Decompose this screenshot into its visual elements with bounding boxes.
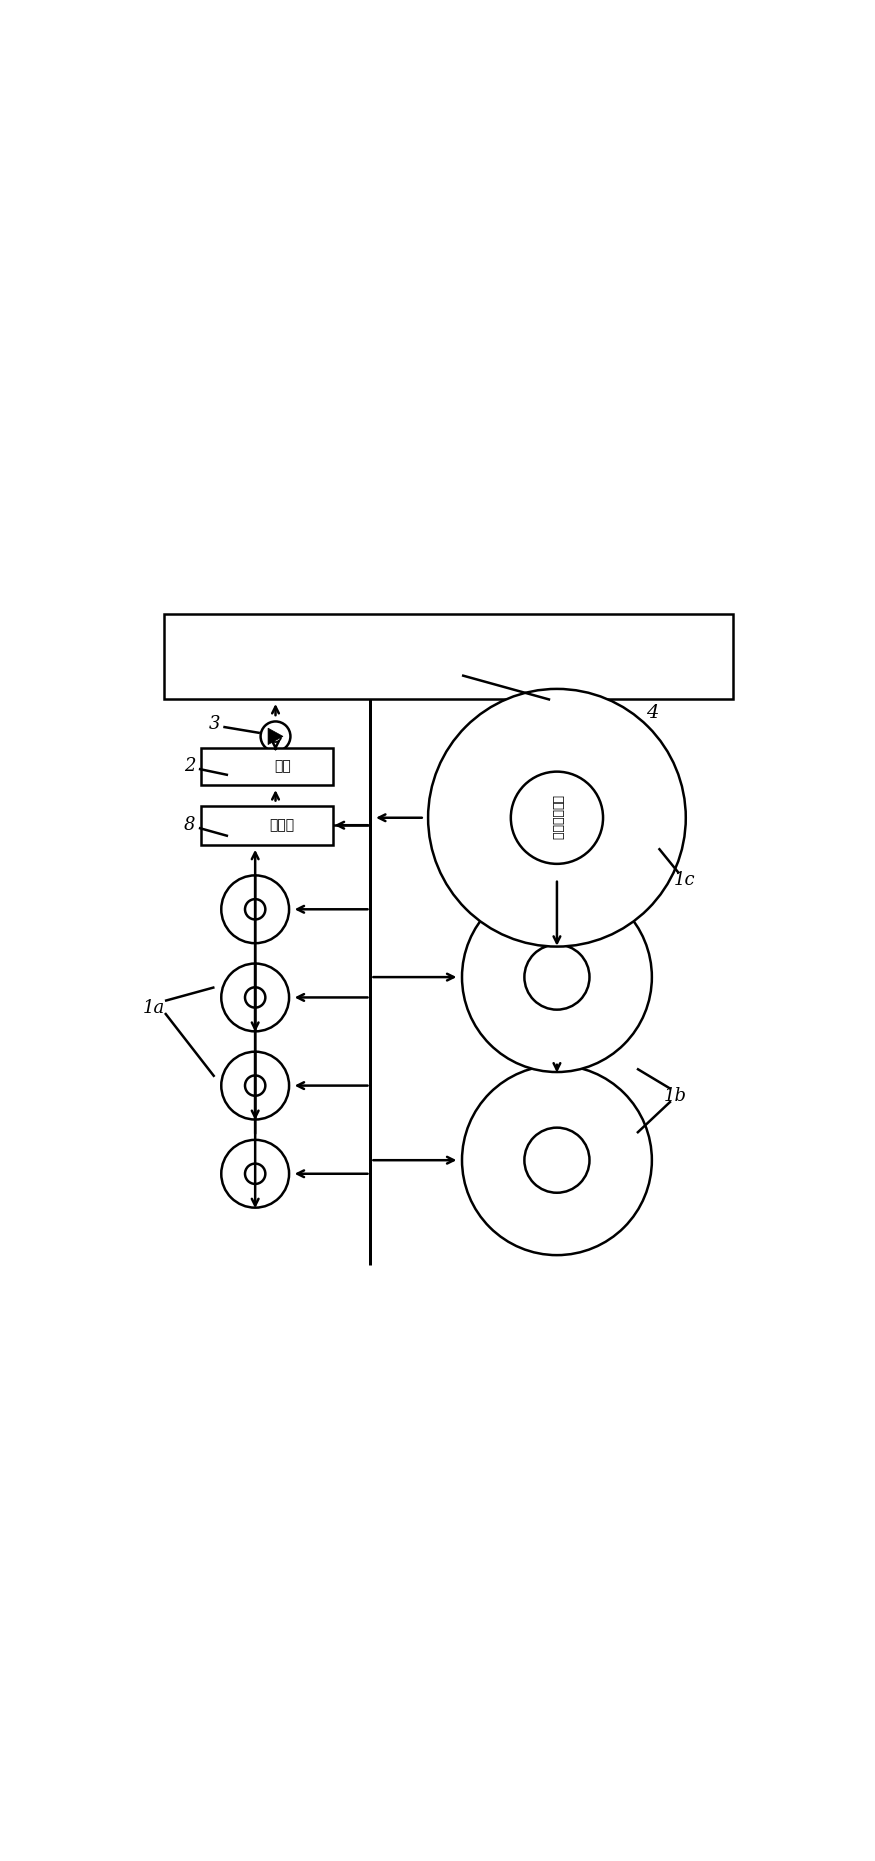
Circle shape (462, 882, 652, 1072)
Circle shape (462, 1064, 652, 1254)
Text: 4: 4 (646, 703, 658, 722)
Circle shape (428, 689, 686, 947)
Circle shape (261, 722, 290, 752)
Text: 1c: 1c (674, 871, 696, 890)
Circle shape (511, 772, 603, 864)
Text: 3: 3 (209, 715, 220, 733)
Polygon shape (268, 728, 283, 744)
Text: 8: 8 (184, 817, 195, 834)
Circle shape (245, 899, 265, 919)
Circle shape (524, 945, 590, 1011)
Circle shape (221, 1051, 289, 1120)
Text: 微电脑: 微电脑 (270, 819, 295, 832)
Text: 往外运输系统: 往外运输系统 (550, 795, 564, 841)
Circle shape (221, 1139, 289, 1208)
Circle shape (245, 1163, 265, 1184)
Bar (164, 614, 733, 700)
Bar (201, 748, 333, 785)
Bar (201, 806, 333, 845)
Circle shape (245, 1076, 265, 1096)
Circle shape (524, 1128, 590, 1193)
Text: 2: 2 (184, 757, 195, 776)
Circle shape (221, 875, 289, 944)
Text: 1b: 1b (664, 1087, 687, 1105)
Circle shape (245, 988, 265, 1007)
Text: 调节: 调节 (274, 759, 290, 772)
Text: 1a: 1a (143, 999, 164, 1016)
Circle shape (221, 964, 289, 1031)
